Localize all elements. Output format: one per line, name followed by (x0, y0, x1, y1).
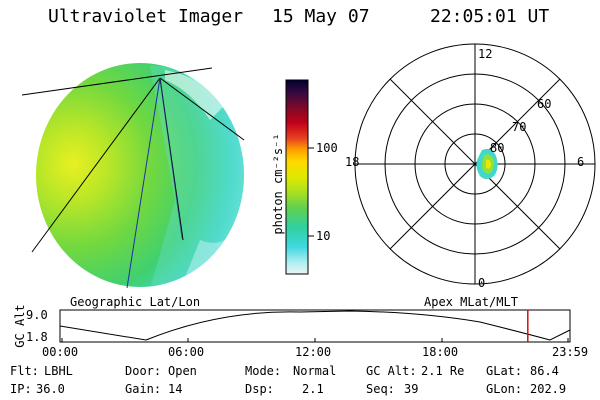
mlt-label-6: 6 (577, 155, 585, 169)
colorbar-tick-10: 10 (316, 229, 331, 243)
altitude-ymin: 1.8 (26, 330, 48, 344)
time-tick-0000: 00:00 (42, 345, 79, 359)
lat-label-80: 80 (490, 141, 505, 155)
time-tick-0600: 06:00 (168, 345, 205, 359)
geo-grid-lines (21, 67, 245, 289)
time-tick-1200: 12:00 (295, 345, 332, 359)
mlt-label-12: 12 (478, 47, 493, 61)
mode-value: Normal (293, 364, 337, 378)
gcalt-label: GC Alt: (366, 364, 417, 378)
seq-label: Seq: (366, 382, 395, 396)
lat-label-60: 60 (537, 97, 552, 111)
dsp-value: 2.1 (302, 382, 324, 396)
ip-value: 36.0 (36, 382, 65, 396)
seq-value: 39 (404, 382, 419, 396)
lat-label-70: 70 (512, 120, 527, 134)
gain-value: 14 (168, 382, 183, 396)
dsp-label: Dsp: (245, 382, 274, 396)
uv-image-disk (36, 63, 244, 287)
glat-value: 86.4 (530, 364, 559, 378)
instrument-title: Ultraviolet Imager (48, 6, 244, 27)
filter-label: Flt: (10, 364, 39, 378)
door-label: Door: (125, 364, 162, 378)
colorbar (285, 79, 314, 275)
gain-label: Gain: (125, 382, 162, 396)
polar-panel-label: Apex MLat/MLT (424, 295, 518, 309)
colorbar-unit-label: photon cm⁻²s⁻¹ (271, 133, 285, 235)
glon-label: GLon: (486, 382, 523, 396)
mode-label: Mode: (245, 364, 282, 378)
mlt-label-0: 0 (478, 276, 486, 290)
polar-plot (354, 43, 596, 285)
observation-time: 22:05:01 UT (430, 6, 550, 27)
time-tick-1800: 18:00 (422, 345, 459, 359)
ip-label: IP: (10, 382, 32, 396)
altitude-strip (59, 309, 571, 343)
filter-value: LBHL (44, 364, 73, 378)
observation-date: 15 May 07 (272, 6, 370, 27)
mlt-label-18: 18 (345, 155, 360, 169)
polar-aurora-blob (476, 148, 498, 179)
glon-value: 202.9 (530, 382, 567, 396)
altitude-axis-label: GC Alt (13, 304, 27, 348)
glat-label: GLat: (486, 364, 523, 378)
door-value: Open (168, 364, 197, 378)
colorbar-tick-100: 100 (316, 141, 338, 155)
time-tick-2359: 23:59 (552, 345, 589, 359)
gcalt-value: 2.1 Re (421, 364, 465, 378)
geo-panel-label: Geographic Lat/Lon (70, 295, 201, 309)
altitude-ymax: 9.0 (26, 308, 48, 322)
